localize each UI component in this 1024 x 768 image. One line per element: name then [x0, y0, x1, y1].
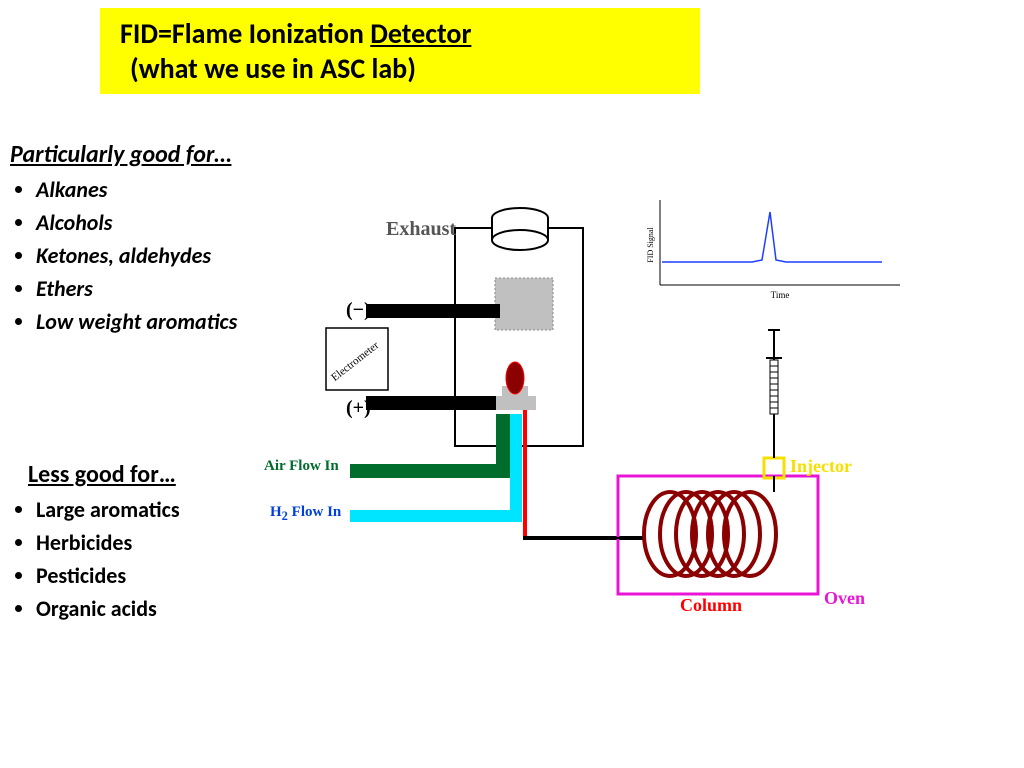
list-item: Ethers: [36, 275, 288, 302]
list-item: Herbicides: [36, 529, 180, 556]
exhaust-label: Exhaust: [386, 218, 456, 241]
less-good-header: Less good for…: [28, 460, 176, 489]
list-item: Ketones, aldehydes: [36, 242, 288, 269]
good-for-list: Alkanes Alcohols Ketones, aldehydes Ethe…: [8, 176, 288, 341]
list-item: Pesticides: [36, 562, 180, 589]
svg-text:(−): (−): [346, 299, 371, 321]
oven-label: Oven: [824, 588, 865, 609]
detector-svg: Electrometer (−) (+): [310, 200, 1010, 660]
injector-label: Injector: [790, 456, 852, 477]
good-header-text: Particularly good for: [10, 140, 214, 169]
svg-text:FID Signal: FID Signal: [646, 227, 655, 263]
fid-diagram: Electrometer (−) (+): [310, 200, 1010, 660]
less-header-text: Less good for…: [28, 460, 176, 489]
title-line-1: FID=Flame Ionization Detector: [120, 16, 680, 51]
good-for-header: Particularly good for…: [10, 140, 231, 169]
list-item: Alkanes: [36, 176, 288, 203]
good-header-dots: …: [214, 140, 231, 169]
air-flow-label: Air Flow In: [264, 458, 339, 475]
svg-text:Time: Time: [771, 290, 790, 300]
title-prefix: FID=Flame Ionization: [120, 16, 370, 51]
list-item: Large aromatics: [36, 496, 180, 523]
svg-text:(+): (+): [346, 397, 371, 419]
less-good-list: Large aromatics Herbicides Pesticides Or…: [8, 496, 180, 628]
list-item: Low weight aromatics: [36, 308, 288, 335]
h2-flow-label: H2 Flow In: [270, 504, 341, 524]
h2-suffix: Flow In: [288, 504, 341, 520]
column-label: Column: [680, 595, 742, 616]
list-item: Organic acids: [36, 595, 180, 622]
title-line-2: (what we use in ASC lab): [120, 51, 680, 86]
title-bar: FID=Flame Ionization Detector (what we u…: [100, 8, 700, 94]
list-item: Alcohols: [36, 209, 288, 236]
h2-prefix: H: [270, 504, 282, 520]
title-underlined: Detector: [370, 16, 471, 51]
